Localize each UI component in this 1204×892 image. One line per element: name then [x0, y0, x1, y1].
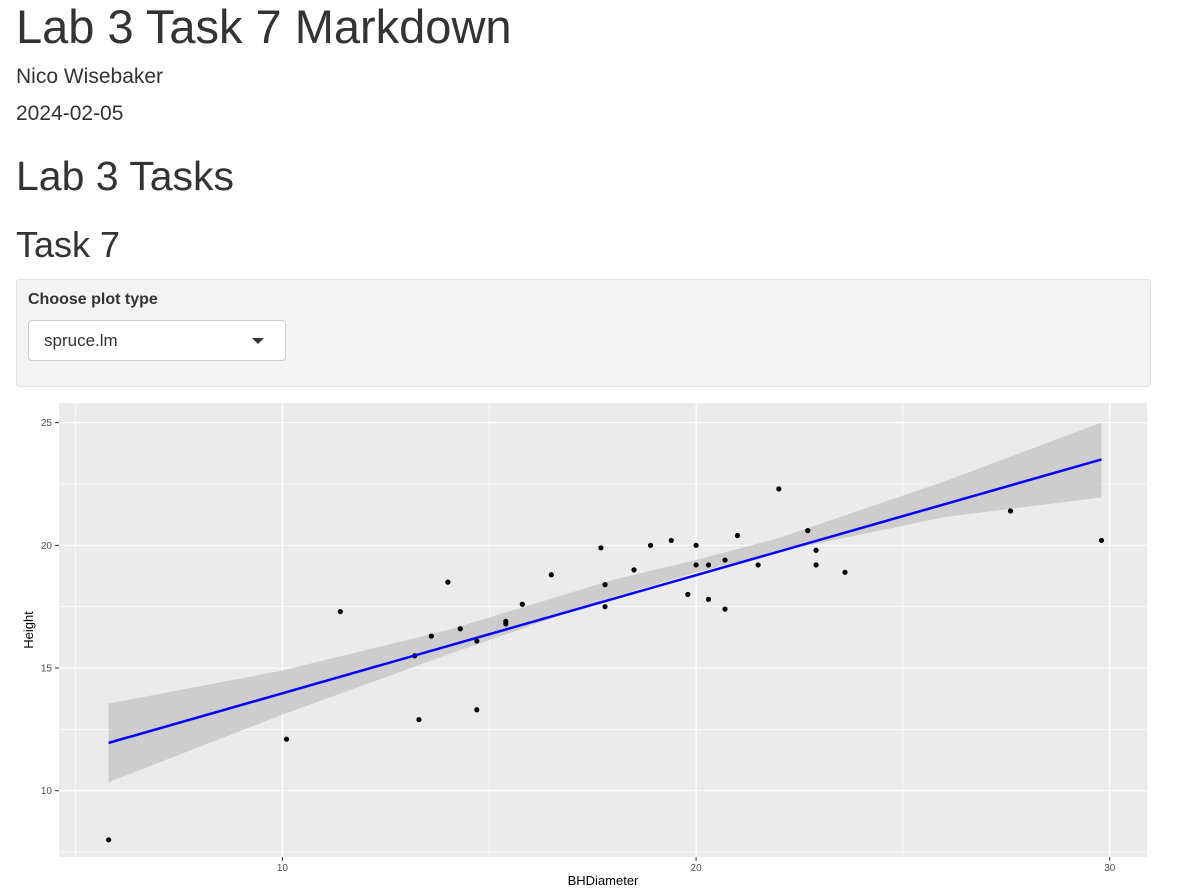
regression-line [108, 458, 1102, 745]
data-point [647, 542, 654, 548]
data-point [106, 837, 112, 843]
data-point [519, 601, 525, 607]
plot-type-select[interactable]: spruce.lm [28, 320, 286, 361]
data-point [755, 562, 761, 568]
data-point [428, 633, 434, 639]
data-point [722, 606, 728, 612]
y-axis-ticks: 10 15 20 25 [41, 418, 59, 797]
y-tick-label: 25 [41, 418, 53, 429]
y-axis-label: Height [21, 611, 36, 649]
document-title: Lab 3 Task 7 Markdown [16, 0, 512, 53]
x-axis-ticks: 10 20 30 [277, 857, 1116, 874]
x-tick-label: 20 [691, 863, 703, 874]
data-point [548, 572, 554, 578]
data-point [776, 486, 782, 492]
data-point [631, 567, 637, 573]
data-point [503, 618, 509, 625]
data-point [602, 582, 608, 588]
input-panel: Choose plot type spruce.lm [16, 279, 1151, 387]
data-point [668, 537, 674, 544]
plot-type-selected-value: spruce.lm [44, 331, 118, 350]
data-point [685, 591, 691, 598]
data-point [813, 562, 819, 568]
major-gridlines [59, 403, 1147, 857]
data-point [445, 579, 451, 585]
plot-type-label: Choose plot type [28, 291, 158, 308]
data-point [805, 528, 811, 534]
data-point [474, 707, 480, 713]
data-point [474, 638, 480, 644]
data-point [1098, 537, 1105, 544]
data-point [722, 557, 728, 563]
data-point [598, 545, 604, 551]
subsection-heading: Task 7 [16, 224, 121, 265]
scatter-chart: 10 20 30 10 15 20 25 BHDiameter Height [16, 397, 1152, 889]
document-author: Nico Wisebaker [16, 65, 164, 88]
data-point [416, 716, 422, 723]
data-point [813, 547, 819, 553]
data-point [842, 569, 848, 575]
x-tick-label: 10 [277, 863, 289, 874]
document-date: 2024-02-05 [16, 102, 124, 125]
section-heading: Lab 3 Tasks [16, 153, 235, 199]
caret-down-icon [252, 338, 264, 344]
y-tick-label: 20 [41, 541, 53, 552]
data-point [705, 596, 712, 602]
data-point [734, 532, 741, 539]
data-point [1007, 508, 1014, 514]
data-point [457, 626, 463, 632]
x-axis-label: BHDiameter [568, 873, 639, 888]
data-point [705, 562, 712, 568]
data-point [283, 736, 290, 742]
x-tick-label: 30 [1104, 863, 1116, 874]
data-point [693, 562, 699, 568]
data-point [337, 608, 343, 615]
data-points [106, 486, 1105, 843]
data-point [693, 542, 699, 548]
y-tick-label: 15 [41, 664, 53, 675]
plot-output: 10 20 30 10 15 20 25 BHDiameter Height [16, 397, 1152, 892]
y-tick-label: 10 [41, 786, 53, 797]
data-point [602, 604, 608, 610]
